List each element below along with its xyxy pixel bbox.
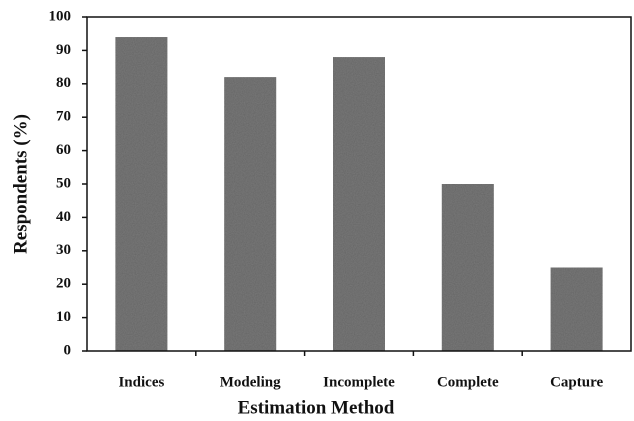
y-tick-label: 20: [56, 276, 71, 292]
x-tick-label: Capture: [550, 374, 603, 390]
y-tick-label: 80: [56, 75, 71, 91]
plot-frame: [86, 16, 632, 352]
x-tick-label: Incomplete: [323, 374, 395, 390]
y-axis-title: Respondents (%): [10, 114, 31, 254]
y-tick-label: 100: [49, 8, 72, 24]
y-tick-label: 0: [64, 342, 72, 358]
bar: [550, 267, 603, 351]
bar: [333, 57, 385, 352]
y-tick-label: 40: [56, 209, 71, 225]
y-tick-label: 30: [56, 242, 71, 258]
bar: [224, 77, 277, 352]
x-tick-label: Indices: [118, 374, 164, 390]
bar: [115, 37, 168, 351]
y-tick-label: 50: [56, 175, 71, 191]
y-tick-label: 90: [56, 42, 71, 58]
x-tick-label: Complete: [437, 374, 499, 390]
y-tick-label: 60: [56, 142, 71, 158]
x-axis-title: Estimation Method: [238, 397, 395, 418]
x-tick-label: Modeling: [220, 374, 281, 390]
y-tick-label: 10: [56, 309, 71, 325]
bar: [441, 184, 494, 351]
y-tick-label: 70: [56, 109, 71, 125]
